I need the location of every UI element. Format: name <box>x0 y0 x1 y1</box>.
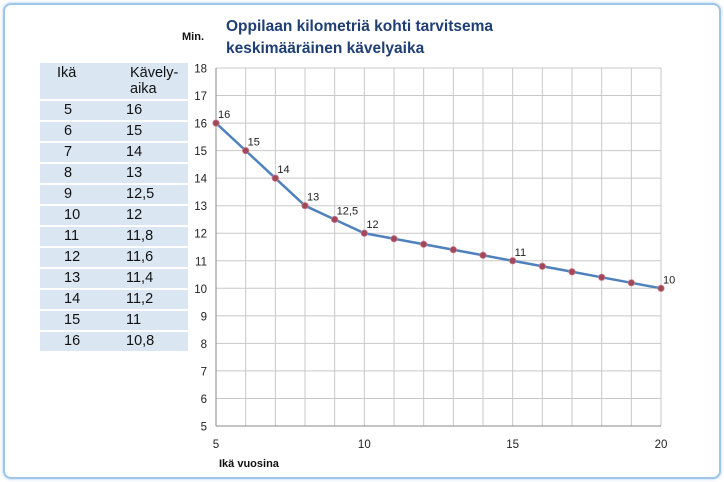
data-label: 15 <box>248 137 260 149</box>
data-label: 11 <box>515 247 526 259</box>
table-cell-age: 16 <box>40 332 116 353</box>
header-time-line-2: aika <box>130 81 157 97</box>
table-row: 7 14 <box>40 143 188 164</box>
header-age: Ikä <box>40 63 116 101</box>
data-label: 16 <box>218 109 230 121</box>
table-cell-age: 8 <box>40 164 116 185</box>
data-point <box>657 284 665 292</box>
table-cell-time: 12,5 <box>116 185 188 206</box>
data-point <box>598 273 606 281</box>
chart-title-line-2: keskimääräinen kävelyaika <box>226 40 425 57</box>
y-tick-label: 11 <box>195 256 207 268</box>
data-point <box>360 229 368 237</box>
data-point <box>568 268 576 276</box>
series-line <box>215 122 662 290</box>
data-point <box>242 147 250 155</box>
table-row: 5 16 <box>40 101 188 122</box>
table-cell-time: 13 <box>116 164 188 185</box>
table-row: 12 11,6 <box>40 248 188 269</box>
table-cell-time: 11 <box>116 311 188 332</box>
table-cell-age: 11 <box>40 227 116 248</box>
data-point <box>479 251 487 259</box>
data-label: 14 <box>277 164 289 176</box>
table-row: 15 11 <box>40 311 188 332</box>
header-time: Kävely-aika <box>116 63 188 101</box>
y-tick-label: 6 <box>201 394 207 406</box>
table-cell-time: 11,2 <box>116 290 188 311</box>
table-cell-time: 11,6 <box>116 248 188 269</box>
y-tick-label: 17 <box>194 91 207 103</box>
table-row: 13 11,4 <box>40 269 188 290</box>
table-row: 8 13 <box>40 164 188 185</box>
table-cell-age: 15 <box>40 311 116 332</box>
data-point <box>271 174 279 182</box>
table-cell-age: 7 <box>40 143 116 164</box>
data-point <box>331 215 339 224</box>
table-cell-time: 14 <box>116 143 188 164</box>
table-cell-age: 13 <box>40 269 116 290</box>
table-header-row: Ikä Kävely-aika <box>40 63 188 101</box>
data-point <box>449 246 457 254</box>
table-cell-time: 12 <box>116 206 188 227</box>
table-cell-age: 5 <box>40 101 116 122</box>
table-row: 14 11,2 <box>40 290 188 311</box>
table-cell-age: 6 <box>40 122 116 143</box>
table-cell-time: 10,8 <box>116 332 188 353</box>
y-tick-label: 16 <box>194 119 207 131</box>
data-label: 13 <box>307 192 319 204</box>
table-row: 16 10,8 <box>40 332 188 353</box>
x-tick-label: 20 <box>655 439 668 451</box>
table-row: 9 12,5 <box>40 185 188 206</box>
y-tick-label: 7 <box>201 366 207 378</box>
x-axis-title: Ikä vuosina <box>219 458 280 470</box>
data-point <box>301 202 309 210</box>
y-tick-label: 13 <box>194 201 207 213</box>
table-cell-age: 12 <box>40 248 116 269</box>
table-cell-time: 15 <box>116 122 188 143</box>
data-point <box>627 279 635 287</box>
y-tick-label: 9 <box>201 311 207 323</box>
data-label: 10 <box>663 274 675 286</box>
y-tick-label: 15 <box>194 146 207 158</box>
data-point <box>390 235 398 243</box>
chart-title: Oppilaan kilometriä kohti tarvitsema kes… <box>226 16 556 60</box>
data-table: Ikä Kävely-aika 5 16 6 15 7 14 8 13 9 12,5 10 12 11 1… <box>40 63 188 353</box>
data-label: 12 <box>366 219 378 231</box>
data-point <box>420 240 428 248</box>
y-tick-label: 18 <box>194 64 207 76</box>
data-point <box>509 257 517 265</box>
data-point <box>538 262 546 270</box>
y-tick-label: 5 <box>201 422 207 434</box>
data-label: 12,5 <box>337 205 358 217</box>
table-cell-time: 11,8 <box>116 227 188 248</box>
y-tick-label: 14 <box>194 174 207 186</box>
data-point <box>212 119 220 127</box>
y-tick-label: 8 <box>201 339 207 351</box>
table-cell-time: 11,4 <box>116 269 188 290</box>
table-cell-age: 10 <box>40 206 116 227</box>
chart-title-line-1: Oppilaan kilometriä kohti tarvitsema <box>226 18 494 35</box>
y-tick-label: 10 <box>194 284 207 296</box>
table-row: 10 12 <box>40 206 188 227</box>
x-tick-label: 5 <box>213 439 219 451</box>
y-tick-label: 12 <box>194 229 207 241</box>
table-cell-age: 14 <box>40 290 116 311</box>
header-time-line-1: Kävely- <box>130 65 179 81</box>
table-row: 11 11,8 <box>40 227 188 248</box>
x-tick-label: 15 <box>506 439 519 451</box>
table-row: 6 15 <box>40 122 188 143</box>
table-cell-age: 9 <box>40 185 116 206</box>
table-cell-time: 16 <box>116 101 188 122</box>
x-tick-label: 10 <box>358 439 371 451</box>
y-axis-title: Min. <box>182 31 204 43</box>
